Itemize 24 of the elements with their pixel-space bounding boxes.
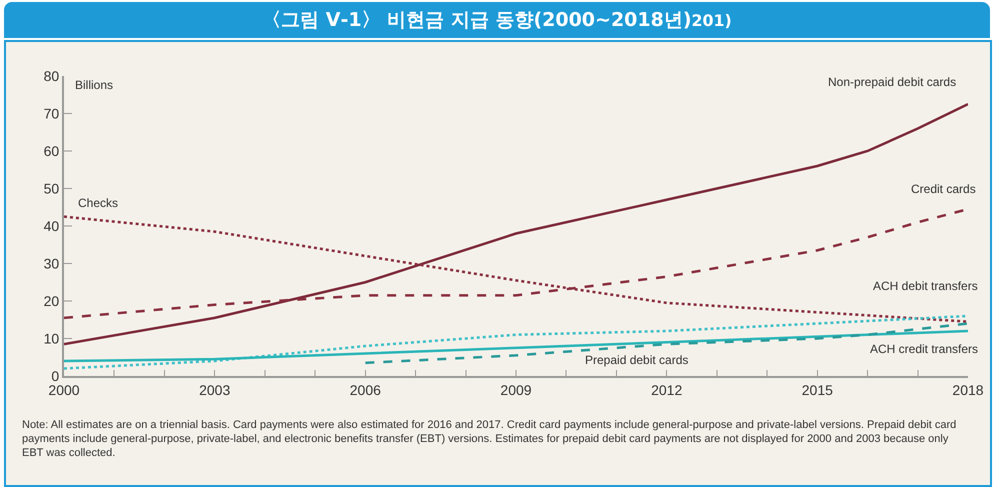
- y-tick-label: 80: [44, 68, 60, 84]
- y-tick-label: 0: [51, 368, 60, 384]
- x-tick-label: 2015: [802, 382, 834, 398]
- series-label: Checks: [78, 196, 118, 210]
- x-tick-label: 2012: [651, 382, 682, 398]
- y-tick-label: 30: [44, 255, 60, 272]
- x-tick-label: 2018: [952, 382, 984, 398]
- series-label: Prepaid debit cards: [585, 353, 688, 367]
- series-label: ACH credit transfers: [870, 342, 978, 356]
- text: ACH debit transfers: [873, 279, 978, 293]
- y-tick-label: 20: [44, 292, 60, 309]
- y-tick-label: 50: [44, 180, 60, 196]
- x-tick-label: 2003: [199, 382, 230, 398]
- series-label: Credit cards: [911, 182, 976, 196]
- y-tick-label: 70: [44, 105, 60, 122]
- text: Note: All estimates are on a triennial basis. Card payments were also estimated for 2016 and 2017. Credit card payments include general-purpose and private-label versions. Prepaid debit card payments include general-purpose, private-label, and electronic benefits transfer (EBT) versions. Estimates for prepaid debit card payments are not displayed for 2000 and 2003 because only EBT was collected.: [22, 418, 958, 460]
- y-tick-label: 40: [44, 218, 60, 234]
- x-tick-label: 2009: [500, 382, 532, 398]
- x-tick-label: 2000: [48, 382, 80, 398]
- y-axis-title: Billions: [75, 78, 114, 92]
- y-tick-label: 10: [44, 330, 60, 346]
- series-label: Non-prepaid debit cards: [828, 75, 956, 89]
- x-tick-label: 2006: [350, 382, 382, 398]
- y-tick-label: 60: [44, 142, 60, 159]
